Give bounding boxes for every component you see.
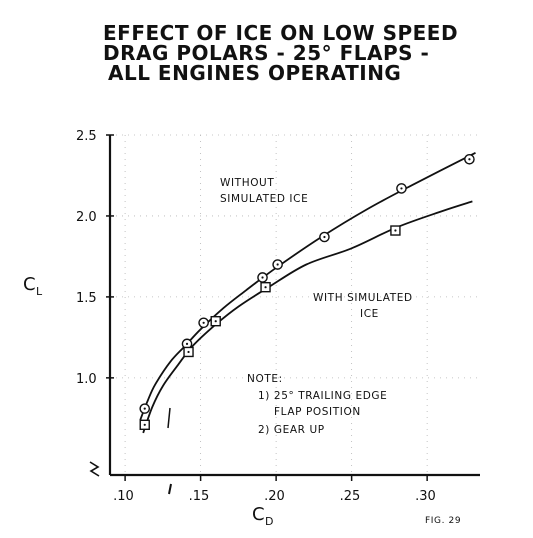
title-line-1: EFFECT OF ICE ON LOW SPEED (103, 21, 458, 45)
square-marker (260, 281, 271, 293)
figure-number: FIG. 29 (425, 516, 461, 526)
circle-marker (139, 403, 151, 414)
without-ice-label-1: WITHOUT (220, 177, 274, 189)
circle-marker (257, 272, 268, 283)
x-tick-label: .30 (415, 489, 436, 504)
note-box: NOTE: 1) 25° TRAILING EDGE FLAP POSITION… (247, 373, 387, 436)
square-marker (210, 315, 221, 327)
y-axis-title: C (23, 274, 36, 295)
pencil-mark (167, 407, 171, 429)
title-line-2: DRAG POLARS - 25° FLAPS - (103, 41, 429, 65)
chart-title: EFFECT OF ICE ON LOW SPEED DRAG POLARS -… (103, 21, 458, 85)
with-ice-label-2: ICE (360, 308, 379, 320)
circle-marker (319, 231, 330, 243)
y-tick-label: 2.5 (76, 129, 97, 144)
note-line-2: FLAP POSITION (274, 406, 361, 418)
x-tick-label: .20 (264, 489, 285, 504)
y-tick-label: 2.0 (76, 210, 97, 225)
note-title: NOTE: (247, 373, 283, 385)
without-ice-label-2: SIMULATED ICE (220, 193, 308, 205)
square-marker (183, 346, 194, 358)
x-tick-label: .10 (113, 489, 134, 504)
series-markers (139, 153, 475, 431)
without-ice-curve (139, 151, 476, 421)
y-tick-label: 1.0 (76, 372, 97, 387)
circle-marker (396, 183, 407, 194)
pencil-mark-2 (168, 483, 172, 495)
note-line-3: 2) GEAR UP (258, 424, 325, 436)
title-line-3: ALL ENGINES OPERATING (108, 61, 401, 85)
y-axis-title-sub: L (36, 285, 43, 298)
axis-ticks: .10 .15 .20 .25 .30 1.0 1.5 2.0 2.5 (76, 129, 436, 504)
note-line-1: 1) 25° TRAILING EDGE (258, 390, 387, 402)
x-axis-title-sub: D (265, 515, 273, 528)
circle-marker (464, 153, 475, 165)
square-marker (390, 225, 401, 236)
square-marker (139, 419, 150, 431)
x-axis-title: C (252, 504, 265, 525)
axis-break-mark (89, 461, 100, 477)
with-ice-label-1: WITH SIMULATED (313, 292, 413, 304)
circle-marker (198, 317, 209, 329)
y-tick-label: 1.5 (76, 291, 97, 306)
x-tick-label: .15 (189, 489, 210, 504)
circle-marker (272, 259, 283, 270)
x-tick-label: .25 (340, 489, 361, 504)
circle-marker (181, 338, 193, 350)
